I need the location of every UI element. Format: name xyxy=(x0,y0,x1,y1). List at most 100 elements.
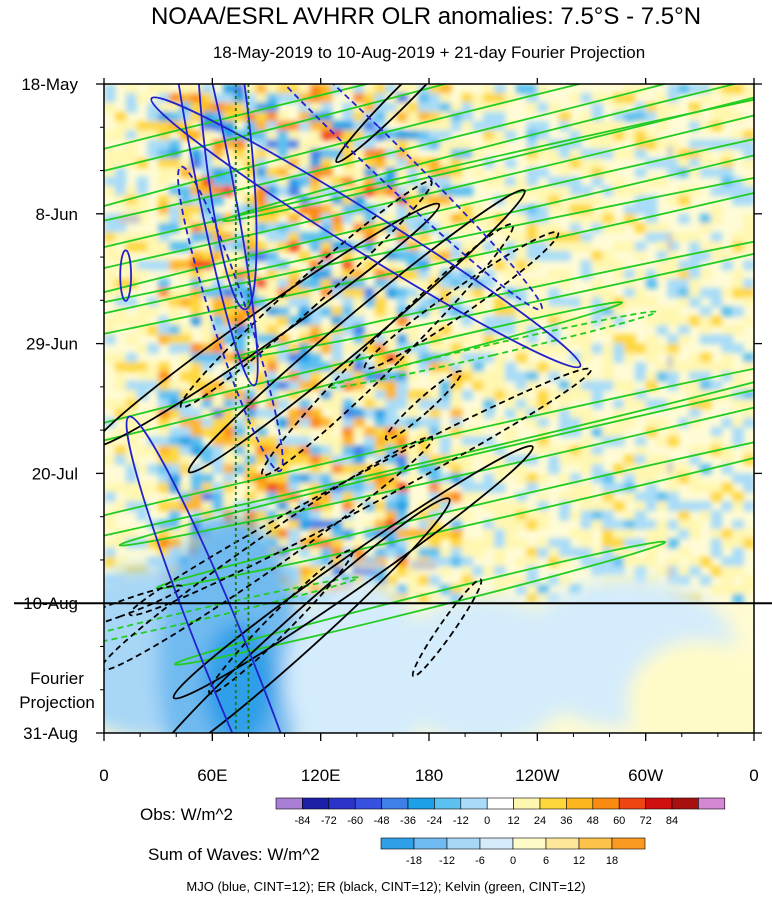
obs-cell xyxy=(602,566,614,577)
mjo-contour xyxy=(119,249,132,302)
obs-cell xyxy=(569,93,582,104)
obs-cell xyxy=(288,297,300,308)
obs-cell xyxy=(515,538,528,549)
obs-cell xyxy=(331,213,344,224)
obs-cell xyxy=(569,371,582,382)
obs-cell xyxy=(255,454,268,465)
obs-cell xyxy=(342,288,354,299)
obs-cell xyxy=(288,315,300,326)
obs-cell xyxy=(624,556,636,567)
obs-cell xyxy=(678,575,690,586)
obs-cell xyxy=(407,399,419,410)
obs-cell xyxy=(169,464,181,475)
obs-cell xyxy=(515,464,528,475)
obs-cell xyxy=(580,352,593,363)
obs-cell xyxy=(624,380,636,391)
obs-cell xyxy=(190,445,203,456)
obs-cell xyxy=(104,223,116,234)
obs-cell xyxy=(266,445,279,456)
obs-cell xyxy=(190,250,203,261)
obs-cell xyxy=(114,501,127,512)
obs-cell xyxy=(602,130,614,141)
obs-cell xyxy=(418,269,430,280)
obs-cell xyxy=(353,408,365,419)
obs-cell xyxy=(212,464,224,475)
obs-cell xyxy=(201,260,214,271)
obs-cell xyxy=(472,436,484,447)
obs-cell xyxy=(602,547,614,558)
obs-cell xyxy=(418,232,430,243)
obs-cell xyxy=(114,454,127,465)
obs-cell xyxy=(439,343,452,354)
obs-cell xyxy=(147,84,159,95)
obs-cell xyxy=(234,186,246,197)
obs-cell xyxy=(320,436,333,447)
obs-cell xyxy=(147,464,159,475)
obs-cell xyxy=(223,297,235,308)
obs-cell xyxy=(526,213,539,224)
obs-cell xyxy=(201,454,214,465)
obs-cell xyxy=(699,139,712,150)
obs-cell xyxy=(613,464,625,475)
obs-cell xyxy=(580,510,593,521)
obs-cell xyxy=(288,473,300,484)
obs-cell xyxy=(526,482,539,493)
obs-cell xyxy=(158,501,170,512)
obs-colorbar-swatch xyxy=(302,797,330,810)
obs-cell xyxy=(158,195,170,206)
obs-cell xyxy=(244,223,257,234)
obs-cell xyxy=(342,464,354,475)
obs-cell xyxy=(515,371,528,382)
obs-cell xyxy=(645,204,658,215)
obs-cell xyxy=(320,111,333,122)
obs-cell xyxy=(136,482,149,493)
obs-cell xyxy=(504,176,517,187)
obs-cell xyxy=(169,260,181,271)
obs-cell xyxy=(255,325,268,336)
obs-cell xyxy=(342,278,354,289)
obs-cell xyxy=(104,130,116,141)
obs-cell xyxy=(580,121,593,132)
obs-cell xyxy=(309,408,322,419)
obs-cell xyxy=(201,148,214,159)
obs-cell xyxy=(461,260,474,271)
obs-cell xyxy=(374,102,387,113)
obs-cell xyxy=(331,417,344,428)
obs-cell xyxy=(439,380,452,391)
obs-cell xyxy=(526,93,539,104)
obs-cell xyxy=(114,297,127,308)
obs-cell xyxy=(526,84,539,95)
obs-cell xyxy=(450,454,463,465)
obs-cell xyxy=(472,566,484,577)
er-contour xyxy=(172,445,534,700)
obs-colorbar-tick: -24 xyxy=(426,815,442,827)
obs-cell xyxy=(364,519,376,530)
obs-cell xyxy=(548,334,560,345)
kelvin-contour xyxy=(104,348,754,598)
obs-cell xyxy=(353,491,365,502)
obs-cell xyxy=(580,269,593,280)
obs-cell xyxy=(266,260,279,271)
obs-cell xyxy=(277,464,289,475)
obs-cell xyxy=(537,510,549,521)
obs-cell xyxy=(743,148,754,159)
obs-cell xyxy=(407,390,419,401)
obs-cell xyxy=(104,288,116,299)
obs-cell xyxy=(645,232,658,243)
obs-cell xyxy=(212,501,224,512)
obs-cell xyxy=(223,510,235,521)
obs-cell xyxy=(569,232,582,243)
obs-cell xyxy=(559,269,571,280)
obs-cell xyxy=(309,510,322,521)
obs-cell xyxy=(656,343,669,354)
obs-cell xyxy=(439,501,452,512)
obs-cell xyxy=(266,111,279,122)
obs-cell xyxy=(624,519,636,530)
obs-cell xyxy=(515,491,528,502)
obs-cell xyxy=(407,232,419,243)
obs-cell xyxy=(613,102,625,113)
obs-cell xyxy=(255,482,268,493)
obs-colorbar-label: Obs: W/m^2 xyxy=(140,805,233,824)
obs-cell xyxy=(277,390,289,401)
obs-cell xyxy=(244,84,257,95)
